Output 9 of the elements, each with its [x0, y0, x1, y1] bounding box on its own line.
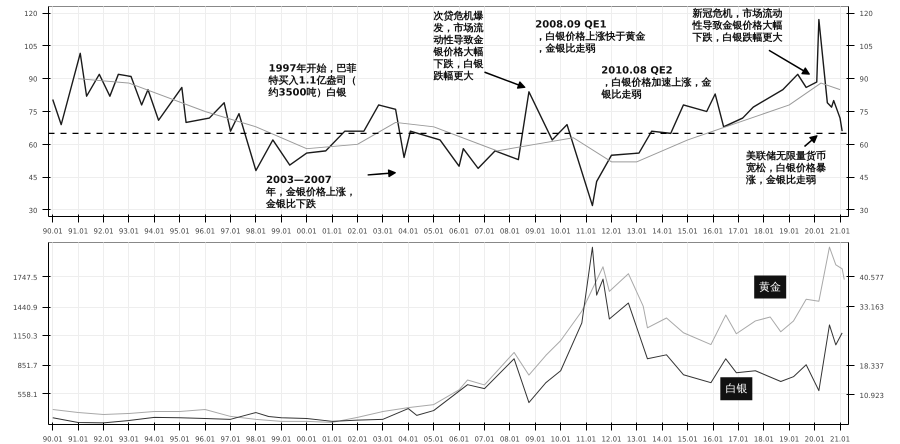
series-label: 白银	[725, 382, 748, 396]
annotation: 2008.09 QE1，白银价格上涨快于黄金，金银比走弱	[535, 20, 646, 55]
annotation: 2003—2007年，金银价格上涨，金银比下跌	[265, 174, 356, 210]
annotation: 次贷危机爆发，市场流动性导致金银价格大幅下跌，白银跌幅更大	[432, 10, 485, 82]
text: 黄金	[759, 280, 782, 294]
annotation: 1997年开始，巴菲特买入1.1亿盎司（约3500吨）白银	[268, 62, 356, 98]
annotation: 新冠危机，市场流动性导致金银价格大幅下跌，白银跌幅更大	[692, 8, 784, 44]
annotation: 美联储无限量货币宽松，白银价格暴涨，金银比走弱	[745, 150, 826, 186]
annotation: 2010.08 QE2，白银价格加速上涨，金银比走弱	[600, 66, 712, 101]
